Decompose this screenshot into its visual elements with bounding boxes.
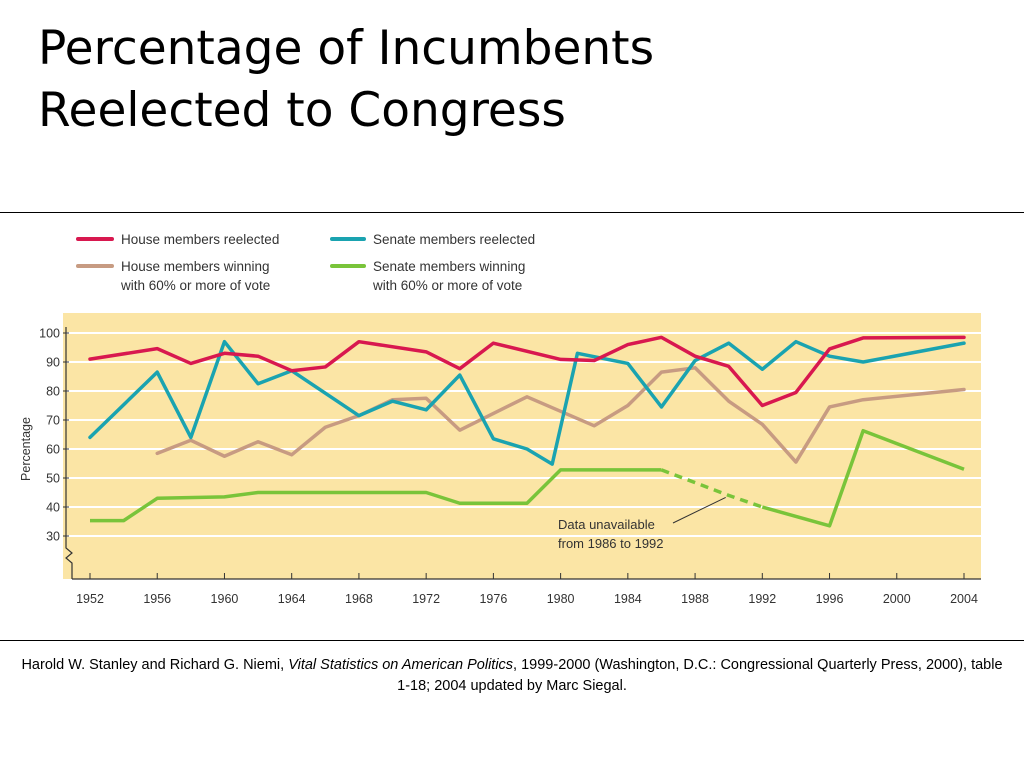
axes: 30 40 50 60 70 80 90 100 1952 1956 1960 1964 1968 197…	[39, 327, 981, 606]
x-tick-label-1972: 1972	[412, 592, 440, 606]
x-tick-label-2000: 2000	[883, 592, 911, 606]
x-tick-label-1956: 1956	[143, 592, 171, 606]
series-layer	[88, 335, 966, 528]
title-line-1: Percentage of Incumbents	[38, 21, 655, 76]
slide-title: Percentage of Incumbents Reelected to Co…	[38, 18, 998, 142]
series-line-senate-60-dashed	[660, 468, 763, 509]
x-tick-label-1968: 1968	[345, 592, 373, 606]
x-tick-label-1988: 1988	[681, 592, 709, 606]
title-line-2: Reelected to Congress	[38, 83, 566, 138]
legend-label-house-reelected: House members reelected	[121, 232, 279, 247]
legend-label-house-60: House members winning with 60% or more of…	[120, 259, 270, 293]
chart-legend: House members reelected Senate members r…	[76, 232, 535, 293]
x-tick-label-1960: 1960	[211, 592, 239, 606]
y-tick-label-50: 50	[46, 472, 60, 486]
legend-label-senate-60: Senate members winning with 60% or more o…	[372, 259, 525, 293]
bottom-divider	[0, 640, 1024, 641]
series-line-house-60	[155, 366, 966, 464]
y-axis-label: Percentage	[19, 417, 33, 481]
y-axis-line	[65, 327, 73, 579]
citation-book-title: Vital Statistics on American Politics	[288, 657, 514, 673]
x-tick-label-2004: 2004	[950, 592, 978, 606]
y-tick-label-80: 80	[46, 385, 60, 399]
series-line-house-reelected	[88, 335, 966, 408]
x-tick-label-1996: 1996	[816, 592, 844, 606]
annotation-text-line-1: Data unavailable	[558, 517, 655, 532]
citation-authors: Harold W. Stanley and Richard G. Niemi,	[21, 657, 285, 673]
series-line-senate-60-a	[90, 468, 662, 523]
top-divider	[0, 212, 1024, 213]
legend-label-senate-reelected: Senate members reelected	[373, 232, 535, 247]
x-tick-label-1992: 1992	[748, 592, 776, 606]
y-tick-label-100: 100	[39, 327, 60, 341]
x-tick-label-1952: 1952	[76, 592, 104, 606]
line-chart: House members reelected Senate members r…	[19, 232, 981, 606]
y-tick-label-40: 40	[46, 501, 60, 515]
y-tick-label-70: 70	[46, 414, 60, 428]
x-tick-label-1964: 1964	[278, 592, 306, 606]
y-tick-label-30: 30	[46, 530, 60, 544]
series-line-senate-reelected	[88, 339, 966, 466]
citation-details: , 1999-2000 (Washington, D.C.: Congressi…	[397, 657, 1003, 694]
annotation-leader	[672, 496, 726, 524]
series-line-senate-60-b	[761, 428, 965, 528]
chart-panel: House members reelected Senate members r…	[0, 213, 1024, 639]
annotation: Data unavailable from 1986 to 1992	[558, 496, 726, 551]
source-citation: Harold W. Stanley and Richard G. Niemi, …	[20, 655, 1004, 697]
x-tick-label-1984: 1984	[614, 592, 642, 606]
y-tick-label-90: 90	[46, 356, 60, 370]
x-tick-label-1976: 1976	[479, 592, 507, 606]
annotation-text-line-2: from 1986 to 1992	[558, 536, 664, 551]
y-tick-label-60: 60	[46, 443, 60, 457]
x-tick-label-1980: 1980	[547, 592, 575, 606]
